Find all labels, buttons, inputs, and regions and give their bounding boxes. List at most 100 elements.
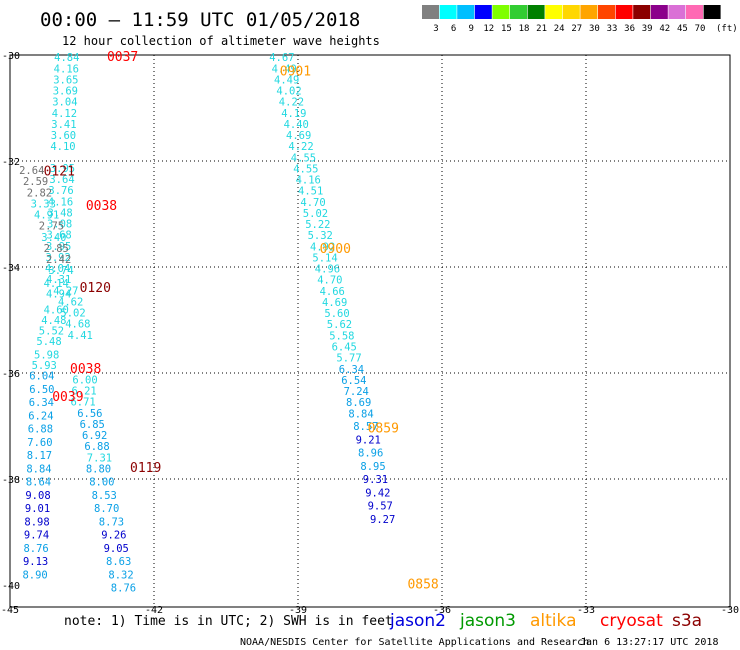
wave-height-value: 5.58	[329, 330, 354, 342]
wave-height-value: 9.08	[25, 490, 50, 502]
legend-swatch	[457, 5, 475, 19]
legend-swatch	[545, 5, 563, 19]
wave-height-observations: 4.844.163.653.693.044.123.413.604.103.95…	[19, 52, 395, 595]
wave-height-value: 6.45	[332, 342, 357, 354]
wave-height-value: 4.41	[68, 330, 93, 342]
satellite-legend: jason2 jason3 altika cryosat s3a	[389, 611, 702, 631]
wave-height-value: 4.55	[291, 152, 316, 164]
wave-height-value: 4.84	[54, 52, 79, 64]
color-legend: 3 6 9 12 15 18 21 24 27 30 33 36 39 42 45 70	[422, 5, 721, 34]
legend-tick-label: 12	[483, 24, 494, 34]
wave-height-value: 4.91	[34, 210, 59, 222]
wave-height-value: 5.98	[34, 349, 59, 361]
wave-height-value: 3.04	[52, 97, 77, 109]
wave-height-value: 7.31	[87, 452, 112, 464]
legend-tick-label: 70	[695, 24, 706, 34]
wave-height-value: 8.90	[22, 569, 47, 581]
wave-height-value: 8.53	[92, 490, 117, 502]
legend-tick-label: 27	[571, 24, 582, 34]
wave-height-value: 4.19	[281, 108, 306, 120]
legend-swatch	[668, 5, 686, 19]
wave-height-value: 6.71	[70, 397, 95, 409]
wave-height-value: 4.69	[286, 130, 311, 142]
legend-swatch	[492, 5, 510, 19]
wave-height-value: 6.88	[28, 424, 53, 436]
pass-time-label: 0037	[107, 50, 138, 65]
wave-height-value: 4.67	[269, 52, 294, 64]
legend-swatch	[527, 5, 545, 19]
wave-height-value: 5.93	[32, 360, 57, 372]
wave-height-value: 5.62	[327, 319, 352, 331]
wave-height-value: 8.84	[348, 408, 373, 420]
pass-time-label: 0038	[70, 362, 101, 377]
wave-height-value: 4.02	[276, 86, 301, 98]
wave-height-value: 4.51	[298, 186, 323, 198]
pass-time-label: 0901	[280, 64, 311, 79]
legend-swatch	[615, 5, 633, 19]
lat-tick-label: -30	[2, 51, 20, 62]
legend-tick-label: 15	[501, 24, 512, 34]
lat-tick-label: -36	[2, 369, 20, 380]
wave-height-value: 5.22	[305, 219, 330, 231]
legend-swatch	[686, 5, 703, 19]
pass-time-label: 0039	[52, 390, 83, 405]
wave-height-value: 4.16	[48, 196, 73, 208]
pass-time-label: 0119	[130, 461, 161, 476]
wave-height-value: 3.95	[46, 241, 71, 253]
wave-height-value: 8.76	[23, 543, 48, 555]
lon-tick-label: -30	[721, 605, 739, 616]
wave-height-value: 3.41	[51, 119, 76, 131]
wave-height-value: 6.34	[339, 364, 364, 376]
legend-swatch	[598, 5, 615, 19]
wave-height-value: 8.70	[94, 503, 119, 515]
wave-height-value: 4.66	[320, 286, 345, 298]
lon-tick-label: -36	[433, 605, 451, 616]
credit-line: NOAA/NESDIS Center for Satellite Applica…	[240, 637, 589, 648]
wave-height-value: 6.00	[72, 374, 97, 386]
satellite-name: jason3	[459, 611, 516, 631]
lat-tick-label: -34	[2, 263, 20, 274]
legend-tick-label: 6	[451, 24, 456, 34]
wave-height-value: 4.12	[52, 108, 77, 120]
wave-height-value: 6.50	[29, 384, 54, 396]
lon-tick-label: -45	[1, 605, 19, 616]
wave-height-value: 9.57	[368, 501, 393, 513]
legend-swatch	[633, 5, 651, 19]
wave-height-value: 2.64	[19, 165, 44, 177]
lon-tick-label: -39	[289, 605, 307, 616]
wave-height-value: 3.95	[50, 163, 75, 175]
wave-height-value: 3.48	[47, 207, 72, 219]
wave-height-value: 4.62	[58, 296, 83, 308]
wave-height-value: 4.16	[296, 175, 321, 187]
wave-height-value: 6.54	[341, 375, 366, 387]
wave-height-value: 3.08	[47, 219, 72, 231]
wave-height-value: 4.55	[293, 163, 318, 175]
lat-tick-label: -32	[2, 157, 20, 168]
satellite-name: altika	[530, 611, 577, 631]
wave-height-value: 4.10	[50, 141, 75, 153]
wave-height-value: 8.96	[358, 448, 383, 460]
wave-height-value: 2.82	[27, 187, 52, 199]
legend-swatch	[650, 5, 668, 19]
wave-height-value: 6.24	[28, 410, 53, 422]
wave-height-value: 7.60	[27, 437, 52, 449]
wave-height-value: 9.31	[363, 474, 388, 486]
legend-tick-label: 39	[642, 24, 653, 34]
wave-height-value: 9.05	[104, 543, 129, 555]
wave-height-value: 4.68	[65, 319, 90, 331]
legend-swatch	[580, 5, 598, 19]
wave-height-value: 4.22	[288, 141, 313, 153]
wave-height-value: 4.31	[46, 274, 71, 286]
legend-tick-label: 24	[554, 24, 565, 34]
wave-height-value: 9.42	[365, 487, 390, 499]
wave-height-value: 2.59	[23, 176, 48, 188]
wave-height-value: 3.69	[53, 86, 78, 98]
wave-height-value: 5.14	[312, 252, 337, 264]
wave-height-value: 8.00	[89, 477, 114, 489]
wave-height-value: 9.27	[370, 514, 395, 526]
wave-height-value: 5.02	[60, 308, 85, 320]
legend-swatch	[562, 5, 580, 19]
longitude-tick-labels: -45 -42 -39 -36 -33 -30	[1, 605, 739, 616]
wave-height-value: 3.74	[48, 265, 73, 277]
